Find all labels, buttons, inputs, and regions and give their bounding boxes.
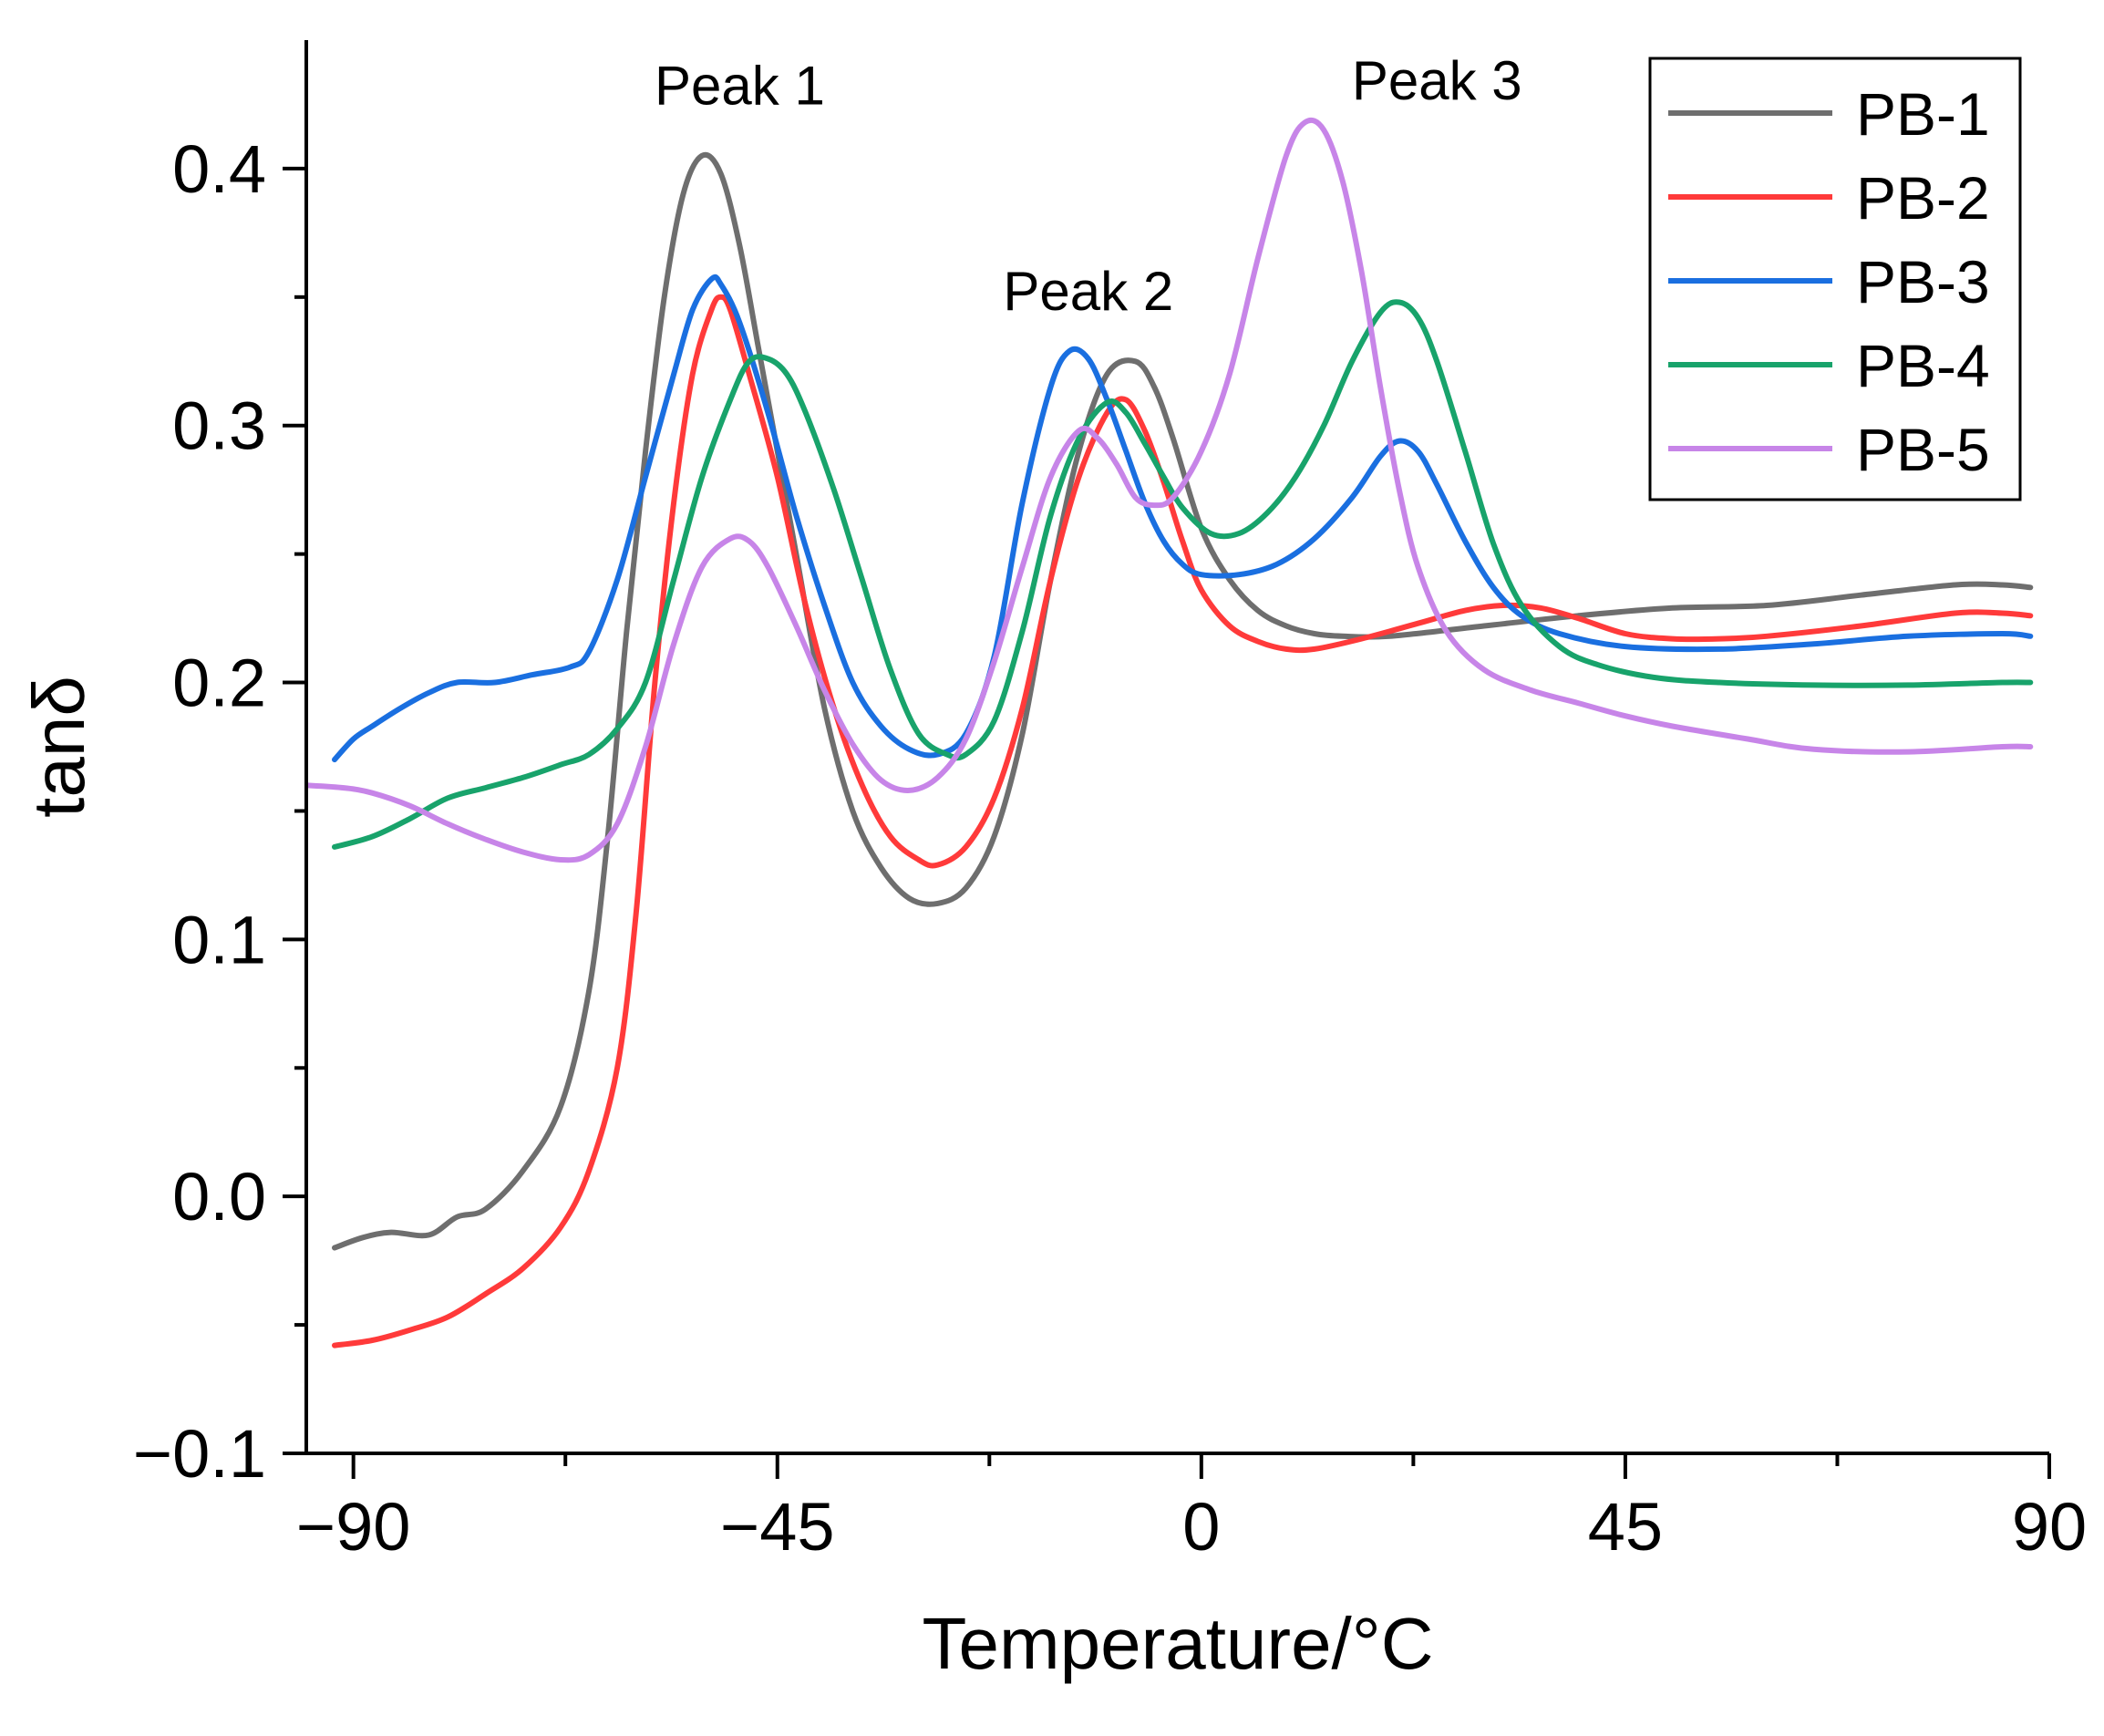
series-line-pb-3 xyxy=(332,274,2034,763)
annotation-peak-3: Peak 3 xyxy=(1352,50,1522,111)
legend-label-pb-4: PB-4 xyxy=(1856,332,1990,399)
legend-label-pb-2: PB-2 xyxy=(1856,164,1990,232)
x-tick-label: 0 xyxy=(1182,1489,1220,1565)
y-tick-label: 0.0 xyxy=(172,1159,266,1235)
ticks-group: −90 −45 0 45 90 −0.1 0.0 0.1 0.2 0.3 0.4 xyxy=(133,131,2087,1565)
series-line-pb-5 xyxy=(306,117,2034,863)
y-tick-label: 0.4 xyxy=(172,131,266,207)
axes-group xyxy=(304,40,2049,1455)
y-axis-title: tanδ xyxy=(18,676,99,818)
x-tick-label: −45 xyxy=(720,1489,835,1565)
annotation-peak-1: Peak 1 xyxy=(655,55,825,116)
series-line-pb-1 xyxy=(332,151,2034,1251)
legend-label-pb-3: PB-3 xyxy=(1856,248,1990,315)
legend-label-pb-5: PB-5 xyxy=(1856,416,1990,483)
x-axis-title: Temperature/°C xyxy=(922,1603,1433,1684)
legend-label-pb-1: PB-1 xyxy=(1856,80,1990,148)
legend: PB-1 PB-2 PB-3 PB-4 PB-5 xyxy=(1648,57,2022,501)
x-tick-label: 90 xyxy=(2012,1489,2087,1565)
y-tick-label: 0.3 xyxy=(172,388,266,464)
x-tick-label: −90 xyxy=(296,1489,411,1565)
annotations-group: Peak 1 Peak 2 Peak 3 xyxy=(655,50,1522,322)
y-tick-label: 0.1 xyxy=(172,902,266,977)
y-tick-label: 0.2 xyxy=(172,646,266,721)
series-group xyxy=(306,117,2034,1348)
series-line-pb-2 xyxy=(332,294,2034,1348)
series-line-pb-4 xyxy=(332,299,2034,850)
x-tick-label: 45 xyxy=(1588,1489,1663,1565)
y-tick-label: −0.1 xyxy=(133,1416,266,1492)
annotation-peak-2: Peak 2 xyxy=(1003,261,1173,322)
